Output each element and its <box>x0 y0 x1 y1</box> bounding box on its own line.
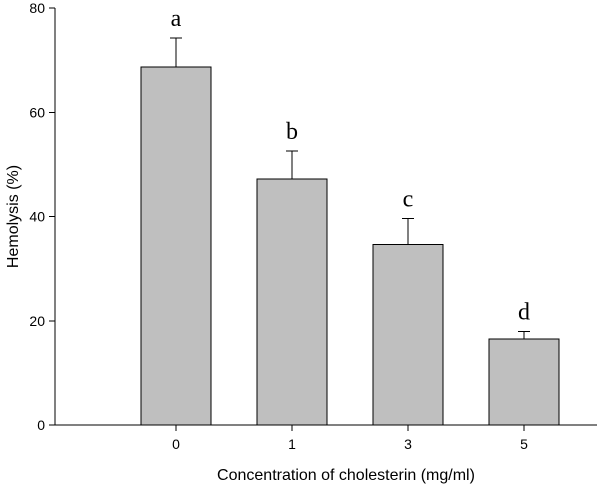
y-tick-label: 40 <box>29 209 45 225</box>
x-tick-label: 1 <box>288 436 296 452</box>
bar-5 <box>488 338 560 426</box>
x-tick-label: 0 <box>172 436 180 452</box>
significance-label: b <box>286 119 298 145</box>
y-tick-label: 20 <box>29 313 45 329</box>
x-tick-label: 3 <box>404 436 412 452</box>
x-axis-ticks: 0 1 3 5 <box>172 425 528 452</box>
bar-3 <box>372 244 444 426</box>
significance-label: c <box>403 187 414 213</box>
y-tick-label: 0 <box>37 417 45 433</box>
y-axis-ticks: 0 20 40 60 80 <box>29 0 55 433</box>
x-tick-label: 5 <box>520 436 528 452</box>
y-tick-label: 80 <box>29 0 45 16</box>
bar-1 <box>256 178 328 426</box>
significance-label: a <box>171 6 182 32</box>
x-axis-label: Concentration of cholesterin (mg/ml) <box>217 467 475 484</box>
bar-0 <box>140 66 212 426</box>
y-tick-label: 60 <box>29 104 45 120</box>
bars: a b c d <box>140 6 560 426</box>
y-axis-label: Hemolysis (%) <box>5 165 22 268</box>
significance-label: d <box>518 300 530 326</box>
